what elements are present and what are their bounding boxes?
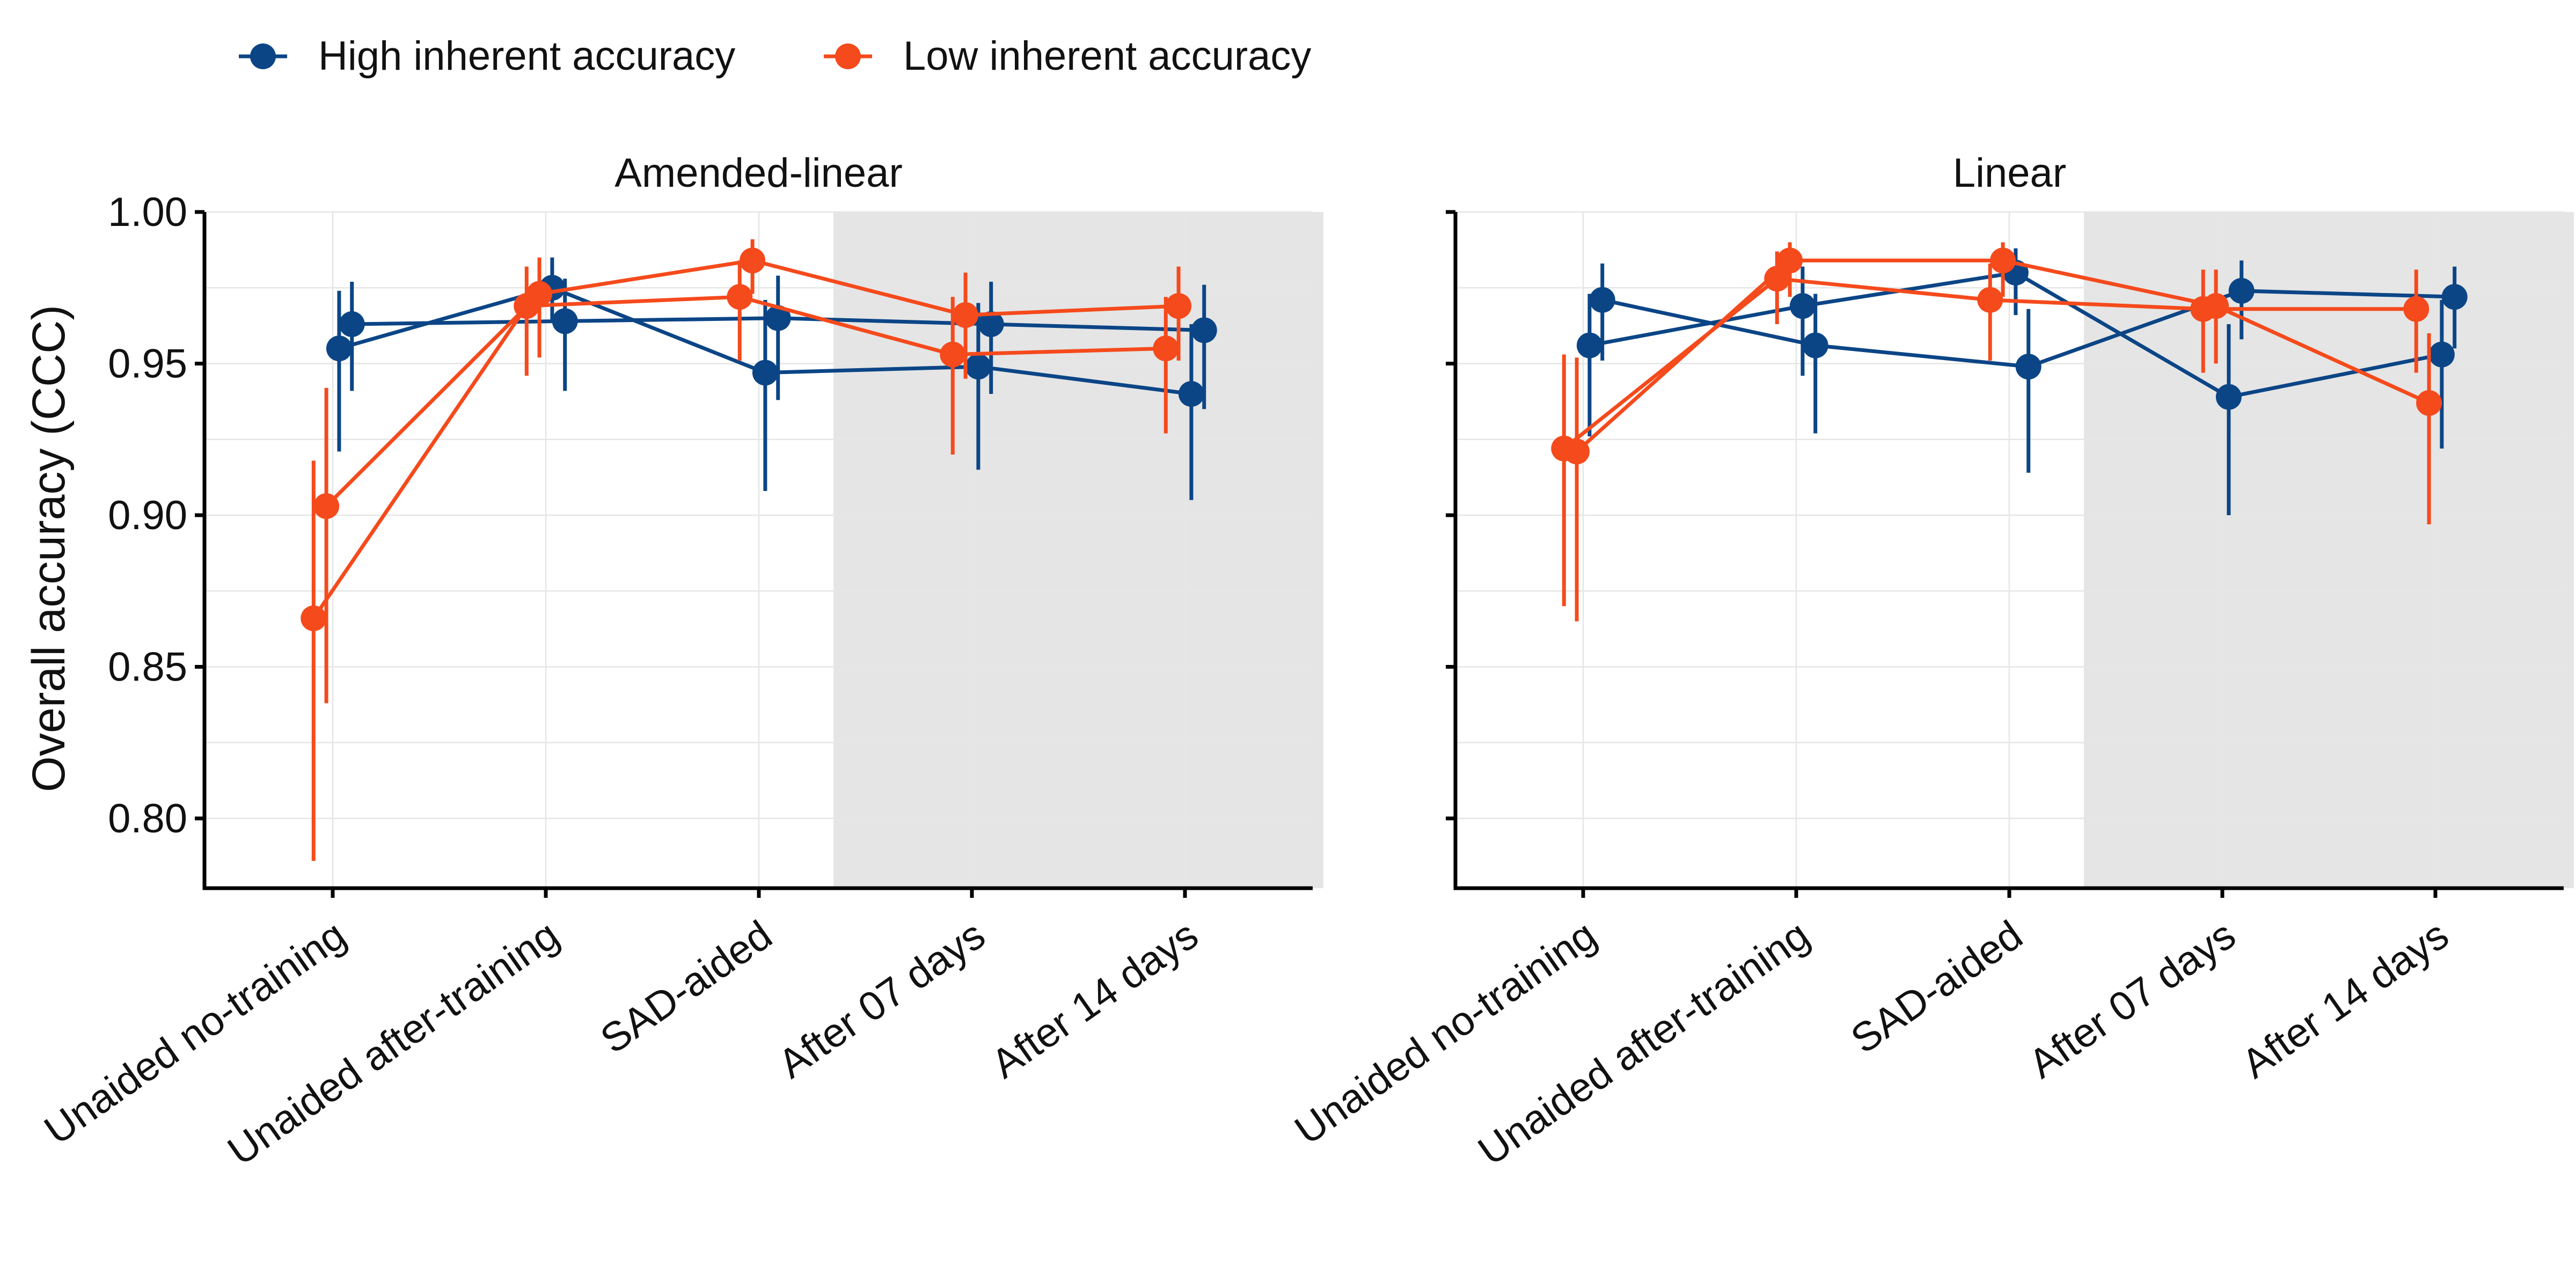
data-point [2416, 390, 2442, 416]
series-group [326, 257, 1204, 500]
shaded-region [833, 212, 1324, 888]
panel-title: Amended-linear [614, 150, 903, 196]
data-point [1802, 332, 1828, 358]
legend-label-high: High inherent accuracy [318, 33, 735, 79]
x-tick-label: SAD-aided [592, 912, 780, 1062]
data-point [2228, 277, 2255, 304]
data-point [1777, 247, 1803, 274]
legend-item-low: Low inherent accuracy [824, 33, 1311, 79]
data-point [1977, 287, 2003, 313]
data-point [1990, 247, 2016, 274]
legend-marker-low [835, 43, 861, 69]
data-point [1764, 266, 1790, 292]
x-tick-label: SAD-aided [1843, 912, 2031, 1062]
y-tick-label: 0.85 [108, 645, 187, 690]
data-point [940, 341, 966, 368]
series-group [339, 275, 1217, 409]
data-point [339, 311, 365, 338]
shaded-region [2083, 212, 2574, 888]
data-point [2441, 284, 2468, 310]
panel-amended-linear: Amended-linear0.800.850.900.951.00Unaide… [36, 150, 1324, 1174]
data-point [752, 360, 778, 386]
y-tick-label: 1.00 [108, 189, 187, 235]
data-point [2215, 384, 2242, 410]
data-point [1191, 317, 1217, 343]
data-point [2403, 296, 2429, 322]
series-group [313, 239, 1192, 704]
data-point [740, 247, 766, 274]
data-point [1564, 438, 1590, 465]
x-tick-label: After 07 days [770, 912, 993, 1087]
data-point [765, 305, 791, 331]
y-tick-label: 0.80 [108, 796, 187, 841]
data-point [1576, 332, 1602, 358]
data-point [1153, 335, 1179, 362]
legend-marker-high [250, 43, 276, 69]
data-point [2203, 293, 2229, 319]
data-point [2428, 341, 2455, 368]
data-point [953, 302, 979, 328]
series-group [301, 260, 1179, 861]
y-axis-label: Overall accuracy (CCC) [23, 305, 75, 792]
series-group [1589, 260, 2468, 473]
data-point [313, 493, 340, 519]
x-tick-label: After 14 days [983, 912, 1206, 1087]
data-point [1166, 293, 1192, 319]
data-point [727, 284, 753, 310]
data-point [1589, 287, 1615, 313]
data-point [2015, 354, 2041, 380]
data-point [301, 605, 327, 632]
series-group [1576, 248, 2455, 516]
x-tick-label: After 14 days [2234, 912, 2457, 1087]
data-point [965, 354, 991, 380]
data-point [326, 335, 352, 362]
data-point [978, 311, 1004, 338]
data-point [1178, 381, 1204, 407]
y-tick-label: 0.90 [108, 493, 187, 538]
panel-title: Linear [1953, 150, 2066, 196]
x-tick-label: After 07 days [2021, 912, 2244, 1087]
legend-label-low: Low inherent accuracy [903, 33, 1311, 79]
data-point [552, 308, 578, 334]
legend-item-high: High inherent accuracy [239, 33, 735, 79]
legend: High inherent accuracy Low inherent accu… [239, 33, 1311, 79]
y-tick-label: 0.95 [108, 341, 187, 387]
data-point [526, 281, 553, 307]
data-point [1789, 293, 1816, 319]
series-group [1564, 242, 2442, 621]
